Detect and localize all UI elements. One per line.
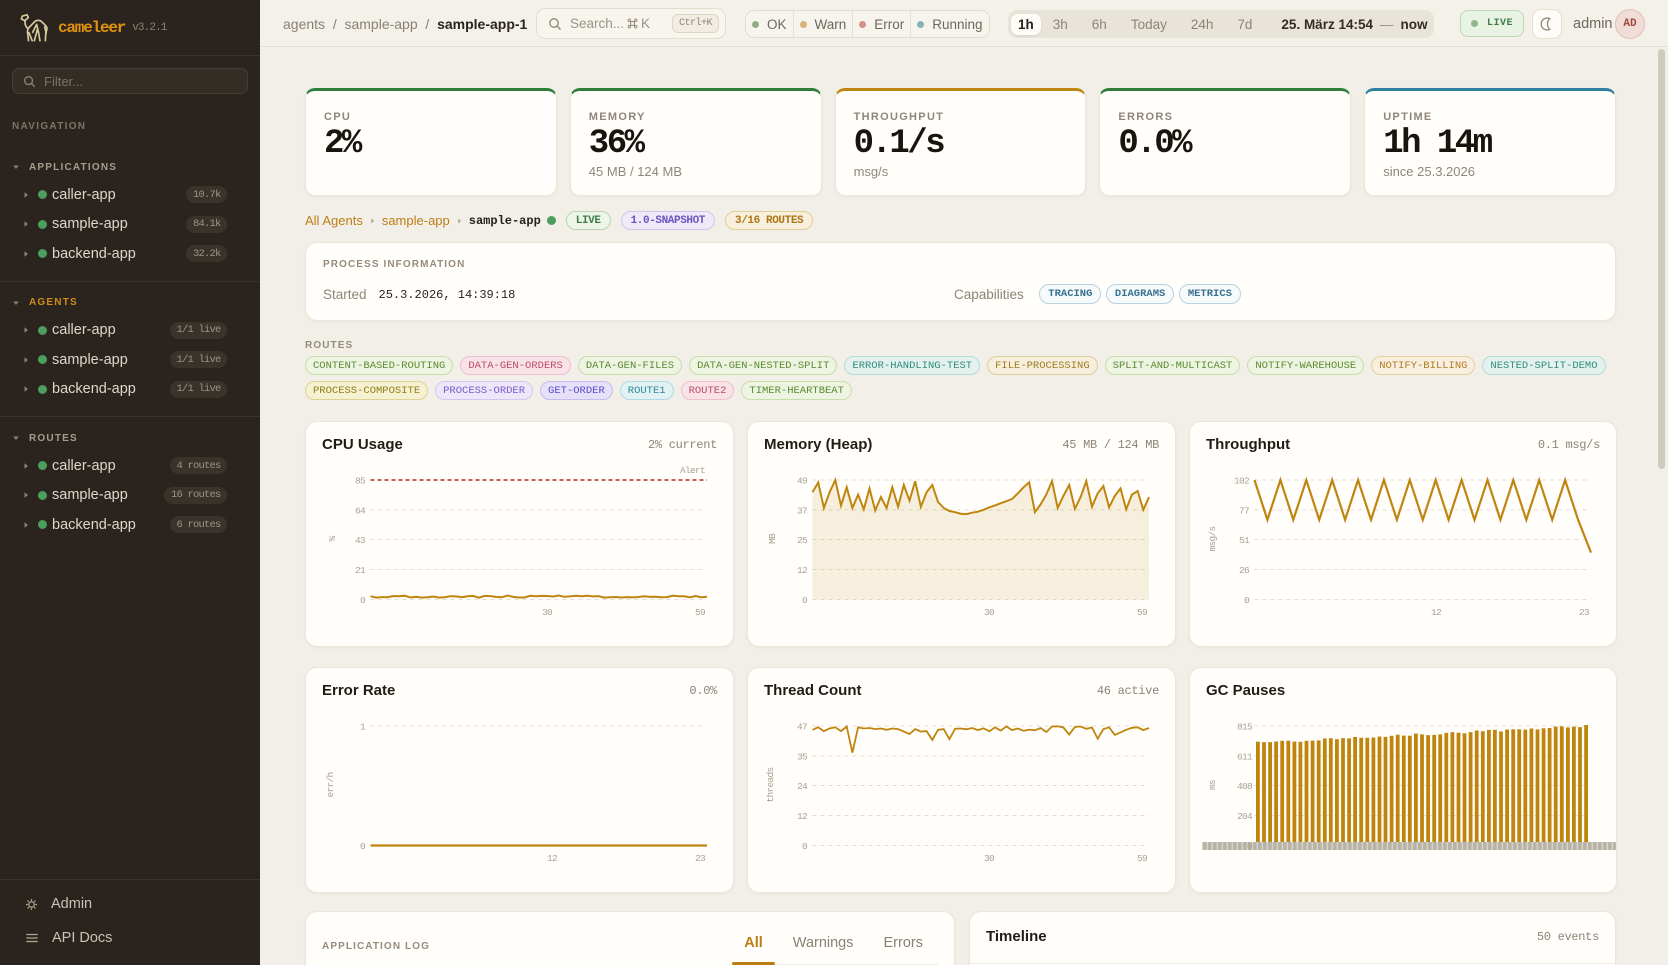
svg-text:0: 0 xyxy=(802,595,808,606)
svg-text:threads: threads xyxy=(765,767,776,802)
svg-text:47: 47 xyxy=(797,722,807,733)
svg-text:204: 204 xyxy=(1237,811,1253,822)
svg-text:12: 12 xyxy=(797,565,808,576)
svg-text:59: 59 xyxy=(1137,607,1148,618)
svg-text:MB: MB xyxy=(767,533,778,544)
svg-text:24: 24 xyxy=(797,781,808,792)
svg-text:msg/s: msg/s xyxy=(1207,526,1218,551)
svg-text:30: 30 xyxy=(984,607,995,618)
svg-text:12: 12 xyxy=(547,853,558,864)
svg-text:25: 25 xyxy=(797,535,808,546)
svg-text:12: 12 xyxy=(1431,607,1442,618)
svg-text:611: 611 xyxy=(1237,752,1253,763)
svg-text:0: 0 xyxy=(1244,595,1250,606)
svg-text:37: 37 xyxy=(797,506,807,517)
svg-text:102: 102 xyxy=(1234,476,1250,487)
svg-text:Alert: Alert xyxy=(680,465,705,476)
svg-text:64: 64 xyxy=(355,506,366,517)
svg-text:0: 0 xyxy=(360,595,366,606)
svg-text:59: 59 xyxy=(1137,853,1148,864)
svg-text:23: 23 xyxy=(1579,607,1590,618)
svg-text:815: 815 xyxy=(1237,722,1253,733)
svg-text:85: 85 xyxy=(355,476,366,487)
svg-text:0: 0 xyxy=(1247,841,1253,852)
svg-text:49: 49 xyxy=(797,476,808,487)
svg-text:43: 43 xyxy=(355,535,366,546)
svg-text:30: 30 xyxy=(542,607,553,618)
svg-text:12: 12 xyxy=(797,811,808,822)
svg-text:%: % xyxy=(327,536,338,542)
svg-text:26: 26 xyxy=(1239,565,1250,576)
svg-text:51: 51 xyxy=(1239,535,1250,546)
svg-text:21: 21 xyxy=(355,565,366,576)
svg-text:ms: ms xyxy=(1207,780,1218,790)
svg-text:0: 0 xyxy=(802,841,808,852)
svg-text:err/h: err/h xyxy=(325,772,336,797)
svg-text:408: 408 xyxy=(1237,781,1253,792)
svg-text:30: 30 xyxy=(984,853,995,864)
svg-text:59: 59 xyxy=(695,607,706,618)
svg-text:35: 35 xyxy=(797,752,808,763)
svg-text:23: 23 xyxy=(695,853,706,864)
svg-text:1: 1 xyxy=(360,722,366,733)
svg-text:77: 77 xyxy=(1239,506,1249,517)
svg-text:0: 0 xyxy=(360,841,366,852)
